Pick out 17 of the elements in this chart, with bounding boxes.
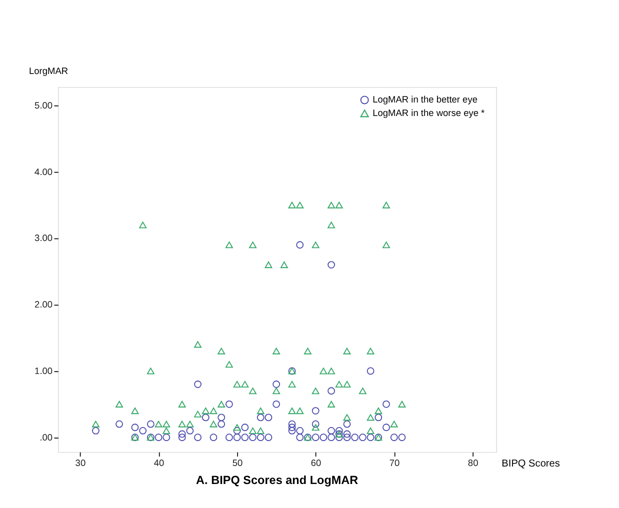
legend-label: LogMAR in the better eye [372,94,478,104]
y-tick-label: 3.00 [34,233,53,244]
y-tick-label: 2.00 [34,300,53,310]
text: A. BIPQ Scores and LogMAR [196,474,359,487]
y-tick-label: 4.00 [34,166,53,177]
legend-label: LogMAR in the worse eye * [372,108,486,118]
x-tick-label: 30 [75,458,86,468]
y-axis-title: LorgMAR [29,66,68,76]
x-tick-label: 60 [310,458,322,468]
x-tick-label: 70 [389,458,400,468]
y-tick-label: 5.00 [34,100,53,110]
x-tick-label: 80 [468,458,478,468]
y-tick-label: .00 [40,432,53,442]
x-axis-title: BIPQ Scores [502,458,560,470]
y-tick-label: 1.00 [34,366,53,376]
x-tick-label: 40 [154,458,164,468]
x-tick-label: 50 [232,458,243,468]
